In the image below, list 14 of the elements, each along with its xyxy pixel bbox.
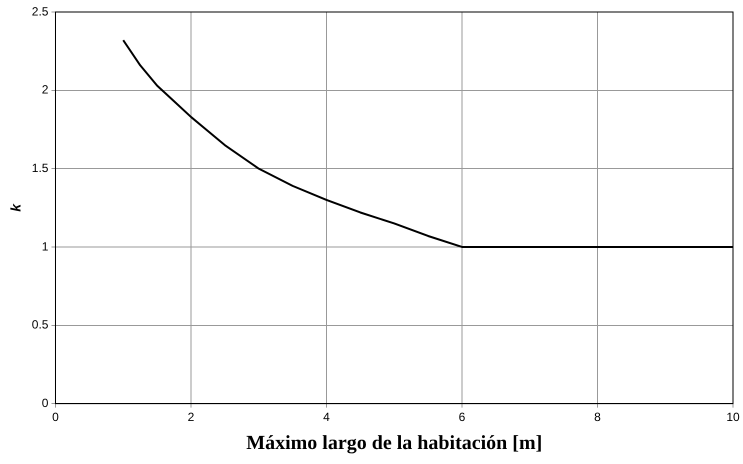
x-tick-label: 0: [52, 410, 60, 424]
x-tick-label: 4: [323, 410, 330, 424]
x-tick-label: 10: [726, 410, 740, 424]
x-axis-title: Máximo largo de la habitación [m]: [246, 432, 542, 454]
x-tick-label: 8: [594, 410, 602, 424]
y-tick-label: 2.5: [32, 4, 49, 18]
y-axis-title: k: [7, 202, 24, 212]
y-tick-label: 1.5: [32, 160, 49, 175]
x-tick-label: 6: [458, 410, 466, 424]
x-tick-label: 2: [188, 410, 195, 424]
y-tick-label: 2: [42, 82, 49, 97]
y-tick-label: 0.5: [32, 318, 49, 332]
y-tick-label: 1: [42, 239, 49, 254]
y-tick-label: 0: [42, 396, 49, 410]
